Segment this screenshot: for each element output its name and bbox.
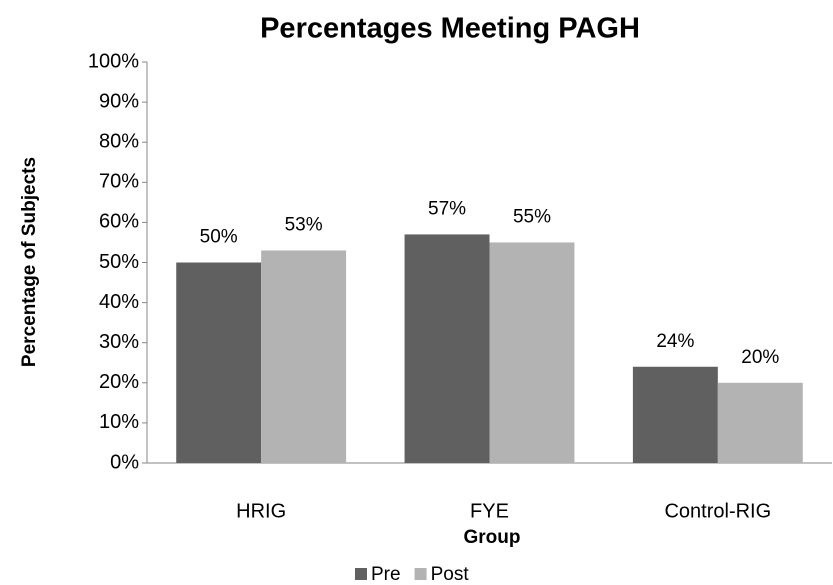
value-label: 57% <box>428 198 466 219</box>
value-label: 50% <box>200 227 238 248</box>
legend-swatch <box>414 568 427 580</box>
y-tick-label: 90% <box>99 90 139 112</box>
value-label: 24% <box>656 331 694 352</box>
bar <box>489 242 575 463</box>
y-axis-title: Percentage of Subjects <box>19 157 40 367</box>
x-tick-label: Control-RIG <box>664 500 771 522</box>
value-label: 53% <box>285 214 323 235</box>
y-tick-label: 80% <box>99 130 139 152</box>
x-tick-label: FYE <box>470 500 509 522</box>
legend-label: Pre <box>371 564 401 585</box>
x-tick-label: HRIG <box>236 500 286 522</box>
y-tick-label: 60% <box>99 211 139 233</box>
bar <box>261 250 347 463</box>
value-label: 55% <box>513 206 551 227</box>
x-axis-title: Group <box>464 527 521 548</box>
bar <box>717 382 803 463</box>
bar <box>176 262 262 463</box>
y-tick-label: 50% <box>99 251 139 273</box>
bar <box>404 234 490 463</box>
y-tick-label: 20% <box>99 371 139 393</box>
chart-title: Percentages Meeting PAGH <box>260 13 640 45</box>
y-tick-label: 100% <box>88 50 139 72</box>
y-tick-label: 0% <box>110 451 139 473</box>
y-tick-label: 40% <box>99 291 139 313</box>
legend-swatch <box>355 568 367 580</box>
y-tick-label: 10% <box>99 411 139 433</box>
value-label: 20% <box>741 347 779 368</box>
y-tick-label: 70% <box>99 171 139 193</box>
y-tick-label: 30% <box>99 331 139 353</box>
legend-label: Post <box>431 564 470 585</box>
bar <box>632 366 718 463</box>
